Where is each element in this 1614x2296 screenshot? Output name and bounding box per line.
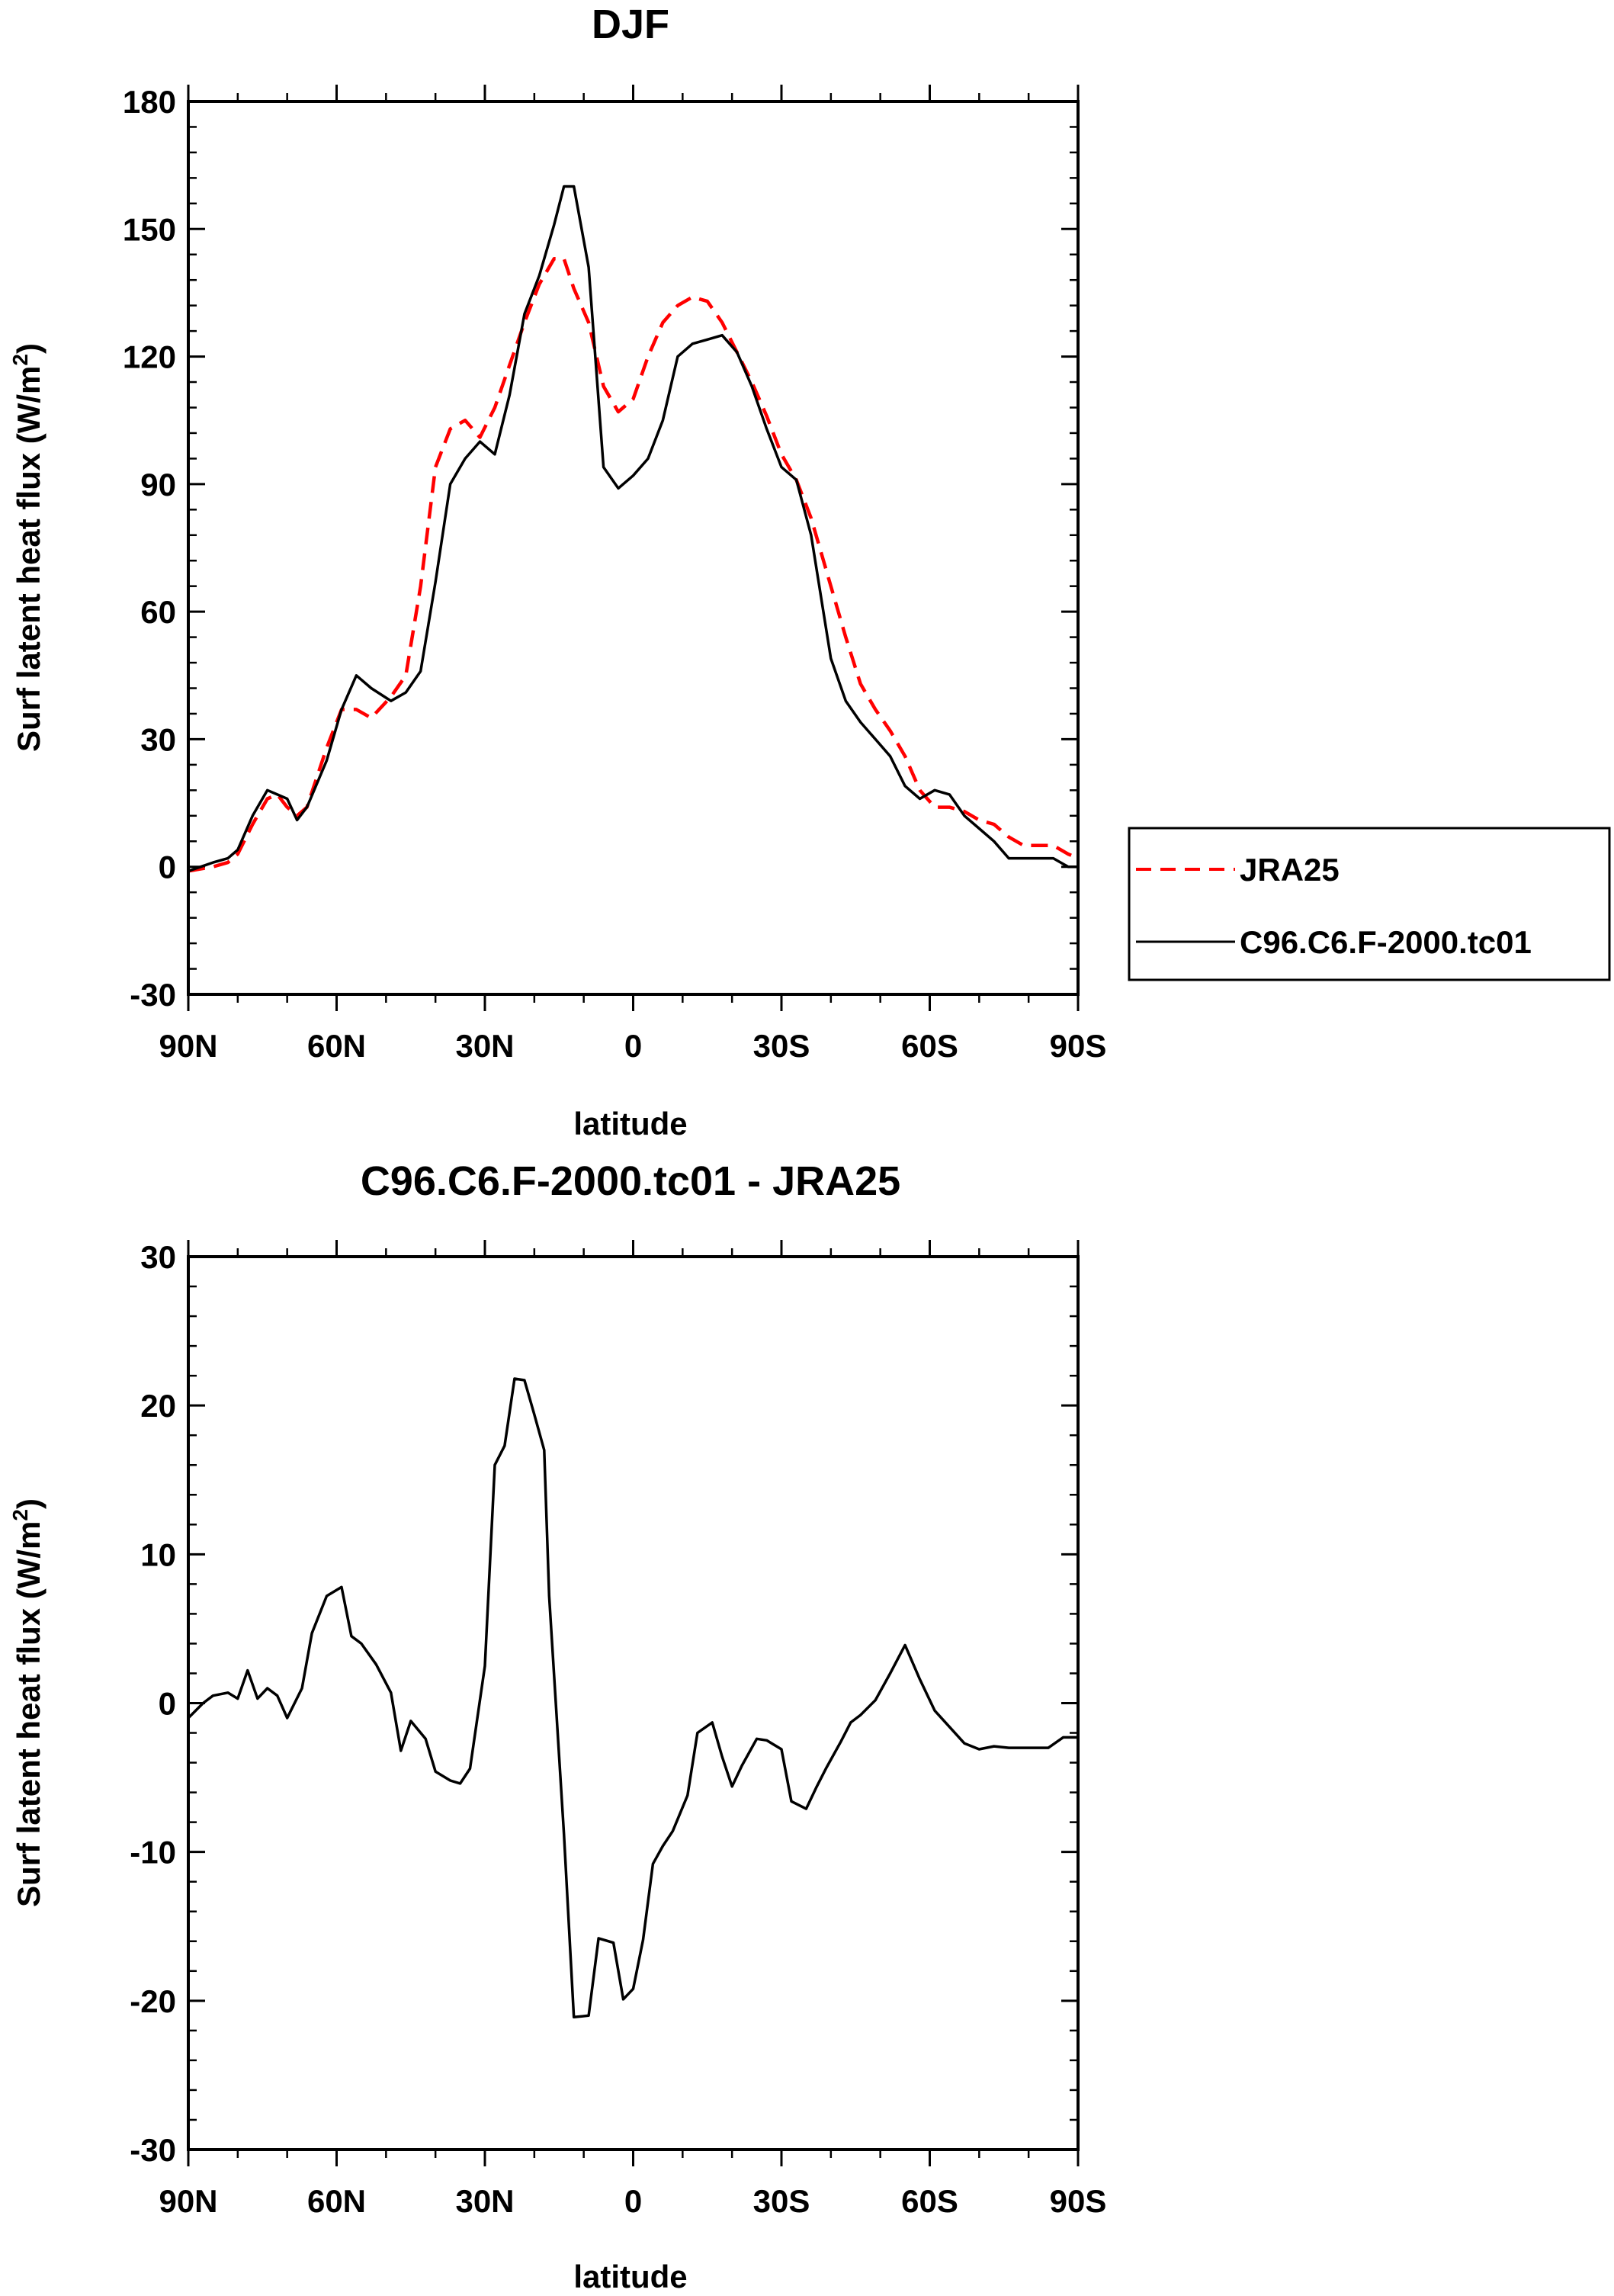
bottom-x-tick-label: 30S <box>753 2183 810 2219</box>
bottom-y-tick-label: 30 <box>140 1239 176 1275</box>
top-y-tick-label: 150 <box>123 211 176 247</box>
bottom-x-tick-label: 90N <box>159 2183 217 2219</box>
bottom-series-line-c96-c6-f-2000-tc01-jra25 <box>187 1377 1078 2019</box>
bottom-y-tick-label: 0 <box>159 1686 176 1722</box>
top-plot-frame <box>187 100 1080 996</box>
bottom-x-tick-label: 30N <box>455 2183 514 2219</box>
top-plot-lines <box>188 185 1079 873</box>
bottom-y-tick-label: -10 <box>130 1835 176 1871</box>
bottom-y-tick-label: 20 <box>140 1388 176 1424</box>
top-x-tick-label: 60N <box>307 1028 366 1064</box>
top-panel: DJF -30 0 30 60 90 120 150 180 90N 60N 30N 0 30S 60S 9… <box>8 2 1611 1142</box>
legend-label-jra25: JRA25 <box>1240 852 1340 888</box>
top-axes: -30 0 30 60 90 120 150 180 90N 60N 30N 0 30S 60S 90S <box>123 84 1106 1064</box>
bottom-y-tick-label: 10 <box>140 1537 176 1572</box>
top-y-tick-label: 60 <box>140 594 176 630</box>
bottom-plot-frame <box>187 1255 1080 2151</box>
top-y-tick-label: 0 <box>159 849 176 885</box>
legend: JRA25 C96.C6.F-2000.tc01 <box>1128 827 1611 981</box>
top-y-tick-label: -30 <box>130 977 176 1013</box>
bottom-x-tick-label: 60S <box>901 2183 958 2219</box>
bottom-chart-title: C96.C6.F-2000.tc01 - JRA25 <box>361 1158 900 1204</box>
legend-label-model: C96.C6.F-2000.tc01 <box>1240 924 1532 960</box>
top-x-axis-title: latitude <box>573 1106 687 1142</box>
top-x-tick-label: 90N <box>159 1028 217 1064</box>
bottom-x-tick-label: 60N <box>307 2183 366 2219</box>
top-x-tick-label: 30N <box>455 1028 514 1064</box>
bottom-y-axis-title-main: Surf latent heat flux (W/m <box>11 1521 47 1907</box>
top-x-tick-label: 60S <box>901 1028 958 1064</box>
bottom-axes: -30 -20 -10 0 10 20 30 90N 60N 30N 0 30S 60S 90S <box>130 1239 1106 2219</box>
top-x-tick-label: 90S <box>1050 1028 1107 1064</box>
top-x-tick-label: 30S <box>753 1028 810 1064</box>
top-y-tick-label: 90 <box>140 467 176 503</box>
bottom-y-tick-label: -20 <box>130 1983 176 2019</box>
top-y-axis-title-close: ) <box>11 343 47 354</box>
legend-box <box>1128 827 1611 981</box>
bottom-x-axis-title: latitude <box>573 2259 687 2294</box>
top-series-line-c96-c6-f-2000-tc01 <box>188 185 1078 872</box>
bottom-y-axis-title: Surf latent heat flux (W/m2) <box>8 1498 47 1907</box>
bottom-x-tick-label: 90S <box>1050 2183 1107 2219</box>
bottom-y-axis-title-sup: 2 <box>8 1509 32 1521</box>
top-y-axis-title-sup: 2 <box>8 354 32 366</box>
top-y-axis-title-main: Surf latent heat flux (W/m <box>11 366 47 752</box>
bottom-plot-lines <box>187 1377 1078 2019</box>
top-chart-title: DJF <box>592 2 669 47</box>
bottom-x-tick-label: 0 <box>624 2183 642 2219</box>
bottom-y-axis-title-close: ) <box>11 1498 47 1509</box>
bottom-panel: C96.C6.F-2000.tc01 - JRA25 -30 -20 -10 0 10 2… <box>8 1158 1106 2294</box>
top-y-tick-label: 120 <box>123 339 176 375</box>
bottom-y-tick-label: -30 <box>130 2132 176 2168</box>
top-y-tick-label: 180 <box>123 84 176 120</box>
top-y-axis-title: Surf latent heat flux (W/m2) <box>8 343 47 752</box>
top-x-tick-label: 0 <box>624 1028 642 1064</box>
top-y-tick-label: 30 <box>140 721 176 757</box>
top-series-line-jra25 <box>188 257 1079 873</box>
